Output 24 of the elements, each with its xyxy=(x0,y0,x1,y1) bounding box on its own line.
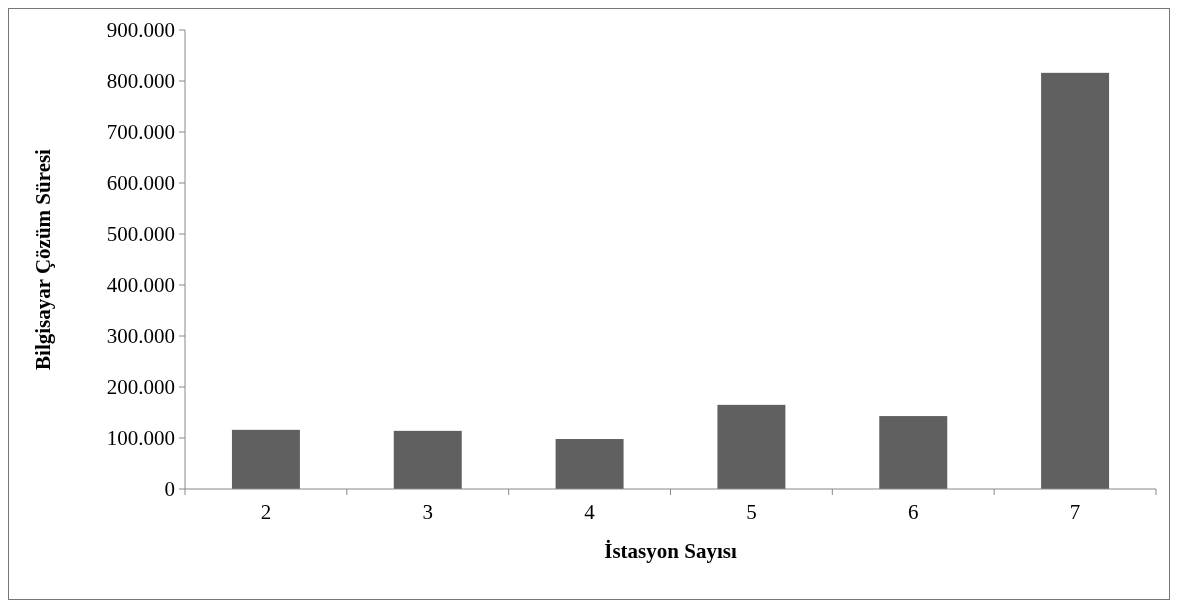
x-tick-label: 4 xyxy=(584,500,596,524)
bar xyxy=(393,430,462,489)
y-axis-title: Bilgisayar Çözüm Süresi xyxy=(31,148,55,370)
x-tick-label: 2 xyxy=(260,500,272,524)
y-tick-label: 800.000 xyxy=(106,69,175,94)
y-tick-label: 200.000 xyxy=(106,375,175,400)
y-tick-label: 100.000 xyxy=(106,426,175,451)
y-tick-label: 600.000 xyxy=(106,171,175,196)
bar xyxy=(231,429,300,489)
bar xyxy=(717,404,786,489)
x-axis-title: İstasyon Sayısı xyxy=(604,539,737,563)
x-tick-label: 5 xyxy=(746,500,757,524)
x-tick-label: 3 xyxy=(422,500,433,524)
bar xyxy=(879,416,948,489)
y-tick-label: 700.000 xyxy=(106,120,175,145)
x-tick-label: 6 xyxy=(908,500,919,524)
y-tick-label: 900.000 xyxy=(106,18,175,43)
x-tick-label: 7 xyxy=(1069,500,1081,524)
y-tick-label: 0 xyxy=(164,477,175,502)
bar xyxy=(1041,72,1110,489)
y-tick-label: 500.000 xyxy=(106,222,175,247)
bar xyxy=(555,439,624,489)
y-tick-label: 300.000 xyxy=(106,324,175,349)
y-tick-label: 400.000 xyxy=(106,273,175,298)
